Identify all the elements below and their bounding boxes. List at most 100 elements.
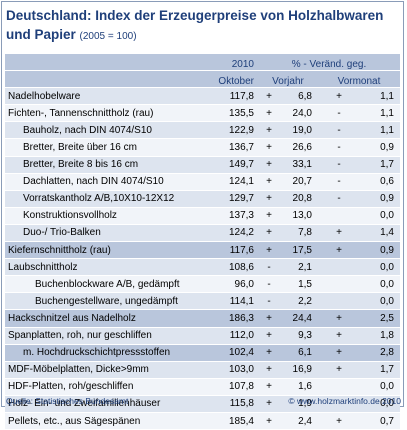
table-row: Fichten-, Tannenschnittholz (rau) 135,5 +2… — [5, 104, 400, 123]
row-year-sign: + — [258, 241, 280, 260]
row-month-change: 0,0 — [360, 395, 400, 413]
row-month-sign: + — [318, 412, 360, 430]
row-label: Nadelhobelware — [5, 87, 210, 106]
table-row: Duo-/ Trio-Balken 124,2 +7,8 +1,4 — [5, 224, 400, 243]
row-year-sign: + — [258, 190, 280, 208]
row-label: Dachlatten, nach DIN 4074/S10 — [5, 173, 210, 191]
row-month-sign: - — [318, 190, 360, 208]
row-label: Pellets, etc., aus Sägespänen — [5, 412, 210, 430]
row-year-sign: + — [258, 395, 280, 413]
row-index-value: 135,5 — [210, 104, 258, 123]
row-label: Laubschnittholz — [5, 258, 210, 277]
row-year-sign: + — [258, 224, 280, 243]
row-month-sign — [318, 378, 360, 396]
row-year-change: 16,9 — [280, 361, 318, 379]
table-row: Dachlatten, nach DIN 4074/S10 124,1 +20,7-… — [5, 173, 400, 191]
row-month-change: 1,1 — [360, 121, 400, 140]
table-row: MDF-Möbelplatten, Dicke>9mm 103,0 +16,9 +1,… — [5, 361, 400, 379]
header-month: Oktober — [210, 70, 258, 89]
row-month-sign: - — [318, 104, 360, 123]
row-index-value: 117,8 — [210, 87, 258, 106]
row-month-change: 0,0 — [360, 378, 400, 396]
table-row: Nadelhobelware 117,8 +6,8 +1,1 — [5, 87, 400, 106]
page-title: Deutschland: Index der Erzeugerpreise vo… — [6, 6, 401, 46]
row-year-sign: + — [258, 207, 280, 225]
row-year-change: 20,7 — [280, 173, 318, 191]
row-month-change: 1,1 — [360, 87, 400, 106]
row-year-change: 9,3 — [280, 327, 318, 345]
row-year-sign: + — [258, 412, 280, 430]
table-row: Buchenblockware A/B, gedämpft 96,0-1,5 0,0 — [5, 275, 400, 294]
row-index-value: 102,4 — [210, 344, 258, 362]
header-blank-2 — [5, 70, 210, 89]
row-label: Konstruktionsvollholz — [5, 207, 210, 225]
row-label: m. Hochdruckschichtpressstoffen — [5, 344, 210, 362]
row-month-sign — [318, 258, 360, 277]
row-year-sign: + — [258, 327, 280, 345]
row-year-sign: + — [258, 87, 280, 106]
row-year-change: 2,2 — [280, 292, 318, 311]
row-index-value: 108,6 — [210, 258, 258, 277]
row-label: Kiefernschnittholz (rau) — [5, 241, 210, 260]
row-year-sign: - — [258, 292, 280, 311]
row-index-value: 122,9 — [210, 121, 258, 140]
row-year-change: 6,1 — [280, 344, 318, 362]
table-row: Kiefernschnittholz (rau) 117,6 +17,5 +0,9 — [5, 241, 400, 260]
row-index-value: 137,3 — [210, 207, 258, 225]
row-year-sign: + — [258, 173, 280, 191]
table-row: Bretter, Breite 8 bis 16 cm 149,7 +33,1-1,… — [5, 156, 400, 174]
row-year-change: 7,8 — [280, 224, 318, 243]
row-month-sign: - — [318, 156, 360, 174]
row-year-change: 20,8 — [280, 190, 318, 208]
row-month-sign: + — [318, 327, 360, 345]
row-label: Bretter, Breite 8 bis 16 cm — [5, 156, 210, 174]
row-month-change: 0,6 — [360, 173, 400, 191]
row-month-sign: - — [318, 121, 360, 140]
row-year-change: 24,0 — [280, 104, 318, 123]
row-month-change: 0,0 — [360, 258, 400, 277]
row-year-sign: + — [258, 344, 280, 362]
row-year-change: 6,8 — [280, 87, 318, 106]
row-label: Fichten-, Tannenschnittholz (rau) — [5, 104, 210, 123]
row-month-change: 0,0 — [360, 275, 400, 294]
row-month-sign — [318, 207, 360, 225]
row-month-change: 1,8 — [360, 327, 400, 345]
row-month-change: 2,8 — [360, 344, 400, 362]
row-index-value: 117,6 — [210, 241, 258, 260]
row-year-sign: + — [258, 138, 280, 157]
row-year-change: 24,4 — [280, 309, 318, 328]
row-year-sign: - — [258, 275, 280, 294]
row-month-change: 1,1 — [360, 104, 400, 123]
row-month-change: 0,0 — [360, 292, 400, 311]
table-row: Laubschnittholz 108,6-2,1 0,0 — [5, 258, 400, 277]
row-month-sign: - — [318, 173, 360, 191]
row-label: Hackschnitzel aus Nadelholz — [5, 309, 210, 328]
row-index-value: 107,8 — [210, 378, 258, 396]
row-year-change: 19,0 — [280, 121, 318, 140]
row-year-change: 26,6 — [280, 138, 318, 157]
row-month-sign: + — [318, 344, 360, 362]
row-month-change: 0,0 — [360, 207, 400, 225]
table-row: Hackschnitzel aus Nadelholz 186,3 +24,4 +2,… — [5, 309, 400, 328]
row-year-change: 2,4 — [280, 412, 318, 430]
row-label: Vorratskantholz A/B,10X10-12X12 — [5, 190, 210, 208]
table-row: Konstruktionsvollholz 137,3 +13,0 0,0 — [5, 207, 400, 225]
table-row: Bauholz, nach DIN 4074/S10 122,9 +19,0-1,1 — [5, 121, 400, 140]
title-note: (2005 = 100) — [79, 31, 137, 42]
row-month-sign: + — [318, 224, 360, 243]
row-month-change: 1,4 — [360, 224, 400, 243]
row-year-change: 17,5 — [280, 241, 318, 260]
row-year-sign: + — [258, 361, 280, 379]
footer-copyright: © www.holzmarktinfo.de 2010 — [288, 396, 401, 406]
row-month-sign — [318, 275, 360, 294]
row-month-sign — [318, 395, 360, 413]
row-year-sign: + — [258, 121, 280, 140]
row-label: HDF-Platten, roh/geschliffen — [5, 378, 210, 396]
row-year-change: 13,0 — [280, 207, 318, 225]
row-month-sign: + — [318, 241, 360, 260]
row-year-sign: + — [258, 104, 280, 123]
row-year-change: 2,1 — [280, 258, 318, 277]
row-index-value: 129,7 — [210, 190, 258, 208]
row-index-value: 96,0 — [210, 275, 258, 294]
row-index-value: 136,7 — [210, 138, 258, 157]
